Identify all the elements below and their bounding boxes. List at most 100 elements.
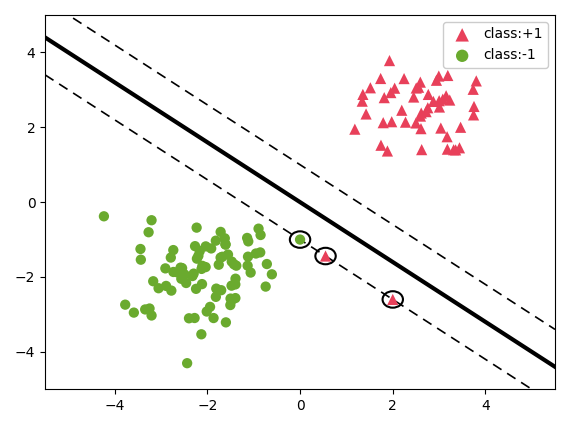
class:-1 — [232, 262, 241, 269]
class:-1 — [221, 319, 230, 326]
class:+1 — [417, 110, 426, 116]
Point — [321, 253, 330, 259]
class:-1 — [226, 302, 235, 309]
class:-1 — [251, 250, 260, 257]
class:+1 — [423, 104, 432, 111]
class:-1 — [147, 217, 156, 224]
class:+1 — [443, 72, 453, 79]
class:-1 — [246, 269, 255, 276]
class:-1 — [121, 301, 130, 308]
class:-1 — [192, 224, 201, 231]
class:-1 — [243, 235, 252, 241]
Point — [388, 296, 397, 303]
class:+1 — [380, 94, 389, 101]
class:+1 — [361, 110, 370, 117]
class:-1 — [209, 315, 218, 321]
class:+1 — [422, 108, 431, 115]
class:-1 — [180, 271, 189, 278]
class:-1 — [197, 265, 206, 272]
class:+1 — [436, 125, 445, 131]
class:-1 — [256, 249, 265, 256]
class:-1 — [189, 270, 198, 277]
class:+1 — [366, 84, 375, 91]
Point — [295, 236, 304, 243]
class:-1 — [211, 294, 221, 300]
class:-1 — [256, 232, 265, 238]
class:-1 — [231, 275, 240, 282]
class:-1 — [227, 258, 237, 265]
class:-1 — [144, 229, 153, 236]
class:+1 — [397, 107, 406, 114]
class:-1 — [207, 245, 216, 252]
class:+1 — [470, 103, 479, 110]
class:-1 — [182, 279, 191, 286]
class:-1 — [166, 254, 176, 261]
class:-1 — [243, 253, 253, 260]
class:-1 — [254, 225, 263, 232]
class:+1 — [464, 32, 473, 39]
class:-1 — [220, 235, 229, 242]
class:-1 — [99, 213, 108, 220]
class:+1 — [432, 77, 441, 84]
class:+1 — [416, 113, 425, 119]
class:-1 — [227, 282, 236, 289]
class:+1 — [435, 104, 444, 110]
class:-1 — [216, 254, 225, 261]
class:-1 — [223, 251, 233, 258]
class:-1 — [192, 255, 201, 262]
class:-1 — [197, 331, 206, 338]
class:-1 — [214, 261, 223, 268]
class:+1 — [376, 75, 385, 82]
class:-1 — [198, 262, 207, 269]
class:+1 — [438, 96, 447, 103]
class:-1 — [188, 273, 197, 279]
class:-1 — [206, 303, 215, 310]
class:+1 — [412, 119, 421, 126]
class:-1 — [244, 238, 253, 245]
class:-1 — [202, 308, 211, 315]
class:-1 — [167, 287, 176, 294]
class:-1 — [231, 281, 240, 288]
class:-1 — [192, 285, 201, 292]
class:-1 — [129, 309, 139, 316]
class:-1 — [177, 265, 186, 271]
class:-1 — [145, 305, 154, 312]
class:+1 — [445, 97, 454, 104]
class:-1 — [218, 253, 227, 260]
class:-1 — [176, 264, 185, 271]
class:+1 — [412, 85, 421, 92]
class:+1 — [451, 146, 460, 153]
class:-1 — [197, 281, 206, 288]
class:+1 — [357, 98, 367, 104]
class:-1 — [147, 312, 156, 319]
class:-1 — [216, 229, 225, 235]
class:-1 — [227, 296, 237, 303]
class:-1 — [136, 246, 145, 253]
class:-1 — [211, 237, 221, 244]
class:-1 — [195, 248, 204, 255]
Legend: class:+1, class:-1: class:+1, class:-1 — [443, 22, 548, 68]
class:+1 — [385, 57, 394, 64]
class:+1 — [443, 146, 452, 153]
class:+1 — [434, 97, 443, 104]
class:-1 — [217, 287, 226, 294]
class:+1 — [469, 86, 478, 93]
class:+1 — [449, 146, 458, 153]
class:-1 — [226, 295, 235, 302]
class:-1 — [190, 243, 200, 250]
class:-1 — [161, 265, 170, 272]
class:-1 — [169, 247, 178, 253]
class:-1 — [149, 278, 158, 285]
class:-1 — [262, 261, 271, 268]
class:-1 — [154, 285, 163, 291]
class:-1 — [194, 253, 203, 259]
class:-1 — [141, 306, 150, 313]
class:+1 — [376, 142, 385, 149]
class:+1 — [416, 79, 425, 86]
class:+1 — [386, 89, 396, 96]
class:-1 — [267, 271, 276, 278]
class:-1 — [182, 360, 192, 367]
class:-1 — [261, 283, 270, 290]
class:-1 — [230, 261, 239, 268]
class:-1 — [177, 275, 186, 282]
